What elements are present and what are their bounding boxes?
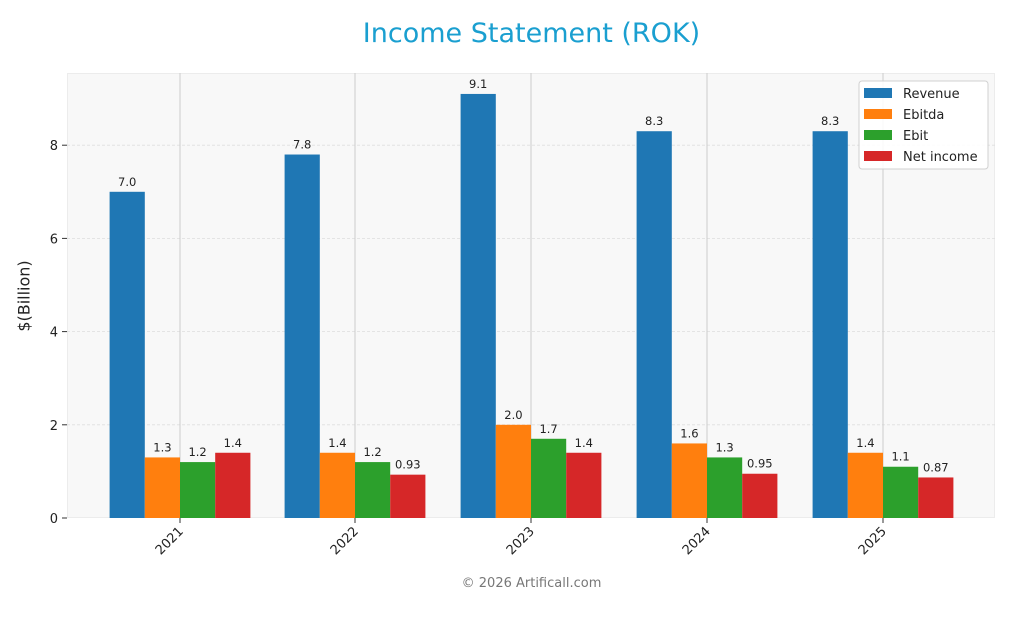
bar-net-income <box>215 452 251 518</box>
bar-value-label: 0.95 <box>747 457 773 471</box>
bar-value-label: 1.2 <box>188 445 206 459</box>
y-tick-label: 0 <box>50 512 58 527</box>
bar-value-label: 1.3 <box>715 440 733 454</box>
bar-value-label: 8.3 <box>645 114 663 128</box>
bar-value-label: 8.3 <box>821 114 839 128</box>
bar-ebit <box>355 462 391 518</box>
bar-ebitda <box>495 424 531 518</box>
legend <box>858 80 989 170</box>
bar-value-label: 1.4 <box>328 436 346 450</box>
bar-revenue <box>284 154 320 518</box>
bar-value-label: 0.93 <box>395 458 421 472</box>
bar-revenue <box>109 191 145 519</box>
bar-ebitda <box>319 452 355 518</box>
y-tick-label: 6 <box>50 232 58 247</box>
bar-revenue <box>636 131 672 518</box>
legend-swatch <box>864 88 892 98</box>
bar-value-label: 1.4 <box>224 436 242 450</box>
bar-ebitda <box>671 443 707 518</box>
y-tick-label: 8 <box>50 139 58 154</box>
bar-net-income <box>390 474 426 518</box>
bar-value-label: 1.4 <box>575 436 593 450</box>
legend-label: Ebit <box>903 129 928 144</box>
y-tick-label: 4 <box>50 326 58 341</box>
bar-net-income <box>566 452 602 518</box>
copyright-footer: © 2026 Artificall.com <box>461 576 602 591</box>
legend-swatch <box>864 130 892 140</box>
bar-ebit <box>707 457 743 518</box>
bar-ebit <box>883 466 919 518</box>
bar-value-label: 9.1 <box>469 77 487 91</box>
legend-label: Ebitda <box>903 108 944 123</box>
bar-revenue <box>812 131 848 518</box>
bar-value-label: 7.8 <box>293 138 311 152</box>
legend-label: Revenue <box>903 87 960 102</box>
bar-value-label: 1.3 <box>153 440 171 454</box>
bar-ebit <box>531 438 567 518</box>
bar-value-label: 1.6 <box>680 426 698 440</box>
bar-ebitda <box>144 457 180 518</box>
legend-swatch <box>864 109 892 119</box>
bar-ebitda <box>847 452 883 518</box>
bar-ebit <box>180 462 216 518</box>
legend-label: Net income <box>903 150 978 165</box>
bar-net-income <box>742 473 778 518</box>
x-tick-label: 2021 <box>153 524 187 558</box>
bar-revenue <box>460 93 496 518</box>
x-tick-label: 2023 <box>504 524 538 558</box>
bar-value-label: 1.4 <box>856 436 874 450</box>
x-tick-label: 2024 <box>680 524 714 558</box>
legend-swatch <box>864 151 892 161</box>
bar-value-label: 0.87 <box>923 460 949 474</box>
chart-title: Income Statement (ROK) <box>362 18 701 49</box>
x-tick-label: 2022 <box>328 524 362 558</box>
bar-value-label: 7.0 <box>118 175 136 189</box>
bar-value-label: 1.1 <box>891 450 909 464</box>
y-tick-label: 2 <box>50 419 58 434</box>
bar-value-label: 2.0 <box>504 408 522 422</box>
bar-value-label: 1.7 <box>539 422 557 436</box>
bar-net-income <box>918 477 954 518</box>
x-tick-label: 2025 <box>856 524 890 558</box>
bar-value-label: 1.2 <box>363 445 381 459</box>
